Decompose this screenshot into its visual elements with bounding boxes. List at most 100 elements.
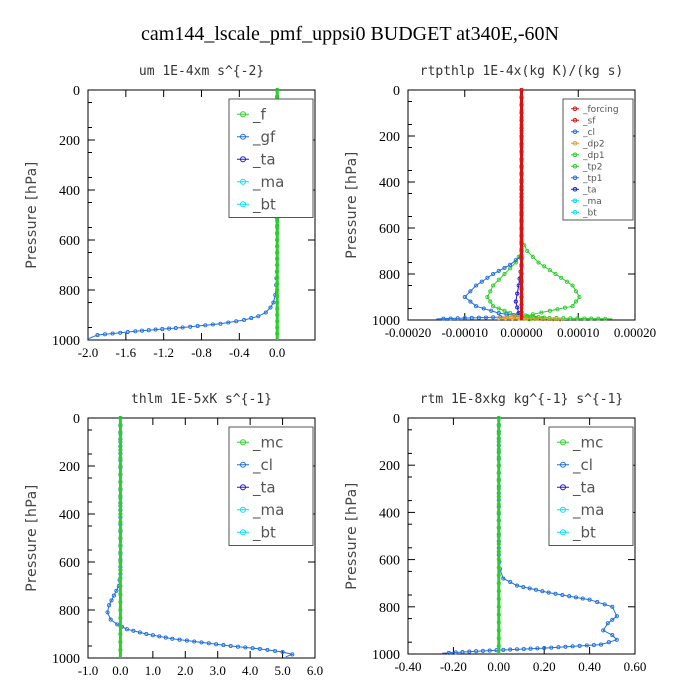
series-marker: [144, 631, 149, 637]
legend-label: _dp1: [582, 151, 605, 161]
panel-rtpthlp: rtpthlp 1E-4x(kg K)/(kg s) Pressure [hPa…: [344, 64, 656, 340]
series-marker: [150, 633, 155, 638]
y-tick-label: 0: [393, 412, 400, 427]
legend-marker: [240, 484, 246, 491]
x-tick-label: 0.60: [624, 659, 647, 674]
panel-title: thlm 1E-5xK s^{-1}: [131, 392, 272, 407]
panel-title: um 1E-4xm s^{-2}: [139, 64, 264, 79]
series-marker: [558, 317, 563, 322]
series-marker: [535, 646, 540, 651]
series-marker: [610, 604, 615, 609]
series-marker: [275, 300, 280, 305]
series-marker: [118, 543, 123, 549]
series-marker: [446, 650, 451, 655]
series-marker: [519, 133, 524, 139]
series-marker: [519, 225, 524, 231]
series-marker: [455, 316, 460, 321]
x-tick-label: -0.40: [394, 659, 421, 674]
series-marker: [595, 600, 600, 605]
series-marker: [118, 607, 123, 613]
series-marker: [483, 315, 489, 320]
legend-marker: [572, 175, 578, 181]
series-marker: [485, 275, 490, 280]
series-marker: [192, 639, 197, 644]
legend-label: _cl: [252, 456, 273, 475]
y-tick-label: 0: [73, 412, 80, 427]
series-marker: [519, 172, 524, 177]
x-tick-label: -0.8: [191, 345, 212, 360]
series-marker: [515, 291, 520, 296]
series-marker: [275, 269, 280, 274]
series-marker: [496, 549, 501, 554]
series-marker: [537, 316, 542, 322]
series-marker: [118, 527, 123, 533]
series-marker: [489, 308, 494, 313]
series-marker: [502, 308, 507, 313]
series-marker: [170, 636, 175, 641]
series-marker: [167, 326, 172, 331]
x-tick-label: 0.00020: [614, 325, 656, 340]
series-marker: [496, 612, 501, 617]
series-marker: [519, 264, 524, 269]
legend-marker: [240, 461, 246, 468]
x-tick-label: -1.6: [116, 345, 137, 360]
series-marker: [519, 256, 524, 261]
series-marker: [118, 535, 123, 541]
series-marker: [496, 565, 501, 570]
series-marker: [118, 330, 123, 335]
legend-label: _ta: [572, 479, 596, 498]
x-tick-label: -0.4: [229, 345, 250, 360]
series-marker: [570, 283, 575, 288]
legend-marker: [240, 529, 246, 536]
series-marker: [476, 315, 481, 320]
series-marker: [214, 642, 219, 647]
series-marker: [110, 331, 115, 336]
legend-marker: [240, 133, 246, 140]
legend-label: _ma: [252, 501, 284, 520]
series-marker: [596, 316, 601, 321]
series-marker: [275, 312, 280, 318]
series-marker: [570, 644, 575, 649]
series-marker: [114, 588, 119, 593]
series-marker: [268, 305, 273, 310]
series-marker: [542, 646, 547, 651]
x-tick-label: 0.00000: [500, 325, 542, 340]
series-marker: [525, 248, 530, 254]
series-marker: [474, 304, 479, 309]
legend-marker: [240, 111, 246, 118]
x-tick-label: -0.20: [440, 659, 467, 674]
legend-label: _cl: [582, 128, 595, 138]
series-marker: [118, 551, 123, 557]
series-marker: [496, 502, 501, 507]
series-marker: [474, 283, 479, 288]
series-marker: [496, 478, 501, 483]
series-marker: [441, 316, 446, 321]
series-marker: [496, 510, 501, 515]
series-marker: [249, 316, 254, 321]
legend-label: _ta: [582, 185, 597, 195]
legend-marker: [240, 178, 246, 185]
series-marker: [118, 463, 123, 469]
series-marker: [275, 281, 280, 286]
series-marker: [133, 329, 138, 334]
series-marker: [118, 575, 123, 581]
series-marker: [519, 233, 524, 238]
series-marker: [481, 306, 486, 311]
legend-marker: [572, 152, 578, 158]
series-marker: [206, 641, 211, 646]
series-marker: [474, 649, 479, 654]
series-marker: [564, 279, 569, 284]
series-marker: [519, 103, 524, 108]
series-marker: [118, 487, 123, 493]
series-marker: [275, 306, 280, 311]
series-marker: [519, 156, 524, 162]
series-marker: [519, 195, 524, 200]
series-marker: [496, 494, 501, 499]
series-marker: [469, 315, 474, 320]
series-marker: [275, 325, 280, 330]
series-marker: [502, 265, 507, 270]
legend-label: _cl: [572, 456, 593, 475]
series-marker: [275, 250, 280, 255]
legend: _mc _cl _ta _ma _bt: [228, 426, 314, 546]
